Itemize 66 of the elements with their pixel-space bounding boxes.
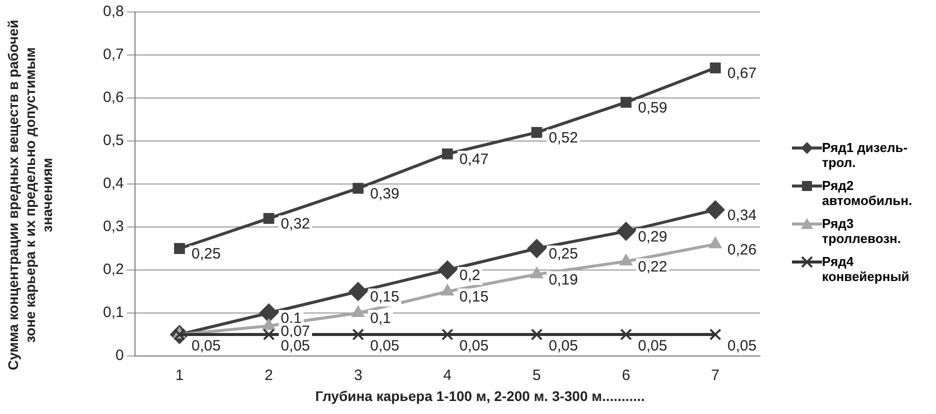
data-label: 0,05 [370, 338, 400, 355]
data-label: 0,29 [638, 228, 668, 246]
data-label: 0,05 [548, 338, 578, 355]
data-label: 0,05 [280, 338, 310, 355]
y-tick-label: 0,3 [102, 218, 124, 236]
data-label: 0,59 [638, 99, 668, 116]
y-tick-label: 0 [116, 347, 124, 364]
y-tick-label: 0,5 [102, 132, 124, 150]
point [174, 243, 185, 254]
x-tick-label: 7 [711, 367, 720, 384]
data-label: 0,15 [459, 288, 489, 306]
point [706, 200, 725, 220]
point [441, 328, 454, 340]
x-tick-label: 1 [175, 367, 184, 384]
y-tick-label: 0,6 [102, 89, 124, 106]
point [352, 328, 364, 340]
y-axis-title: Сумма концентрации вредных веществ в рабочей зоне карьера к их предельно допустимым значениям [5, 18, 56, 372]
legend-label: Ряд1 дизель-трол. [822, 140, 909, 170]
point [530, 328, 543, 340]
point [348, 282, 368, 301]
y-tick-label: 0,1 [102, 304, 124, 322]
data-label: 0,05 [638, 338, 668, 355]
data-label: 0,47 [459, 151, 489, 168]
point [531, 126, 542, 138]
y-tick-label: 0,2 [102, 261, 124, 278]
point [527, 239, 546, 258]
point [442, 148, 453, 160]
point [263, 212, 274, 224]
data-label: 0,26 [727, 241, 757, 258]
data-label: 0,34 [727, 206, 757, 224]
data-label: 0,05 [192, 338, 221, 355]
data-label: 0,25 [192, 246, 221, 263]
data-label: 0,05 [459, 338, 489, 355]
x-axis-title: Глубина карьера 1-100 м, 2-200 м. 3-300 м........... [314, 388, 646, 404]
point [616, 222, 636, 241]
data-label: 0,67 [727, 65, 757, 82]
legend-label: Ряд2 автомобильн. [822, 178, 914, 208]
legend-label: Ряд3 троллевозн. [822, 216, 902, 246]
data-label: 0,32 [280, 216, 310, 233]
x-tick-label: 6 [622, 367, 630, 384]
data-label: 0,39 [370, 185, 400, 202]
point [709, 328, 722, 340]
x-tick-label: 4 [443, 367, 452, 384]
data-label: 0,52 [548, 130, 578, 147]
data-label: 0,19 [548, 271, 578, 288]
data-label: 0,25 [548, 246, 578, 263]
legend-label: Ряд4 конвейерный [822, 254, 910, 284]
point [352, 182, 364, 194]
data-label: 0,22 [638, 258, 668, 276]
data-label: 0,05 [727, 338, 757, 355]
y-tick-label: 0,8 [102, 3, 124, 20]
point [438, 260, 457, 280]
point [710, 62, 721, 74]
x-tick-label: 5 [532, 367, 541, 384]
data-label: 0,07 [280, 323, 310, 340]
point [620, 328, 632, 340]
point [259, 304, 278, 322]
x-tick-label: 2 [264, 367, 273, 384]
y-tick-label: 0,7 [102, 46, 124, 64]
y-tick-label: 0,4 [102, 175, 124, 192]
point [620, 96, 632, 108]
data-label: 0,15 [370, 288, 400, 306]
data-label: 0,1 [370, 310, 391, 328]
data-label: 0,2 [459, 267, 480, 284]
point [262, 328, 275, 340]
x-tick-label: 3 [354, 367, 362, 384]
